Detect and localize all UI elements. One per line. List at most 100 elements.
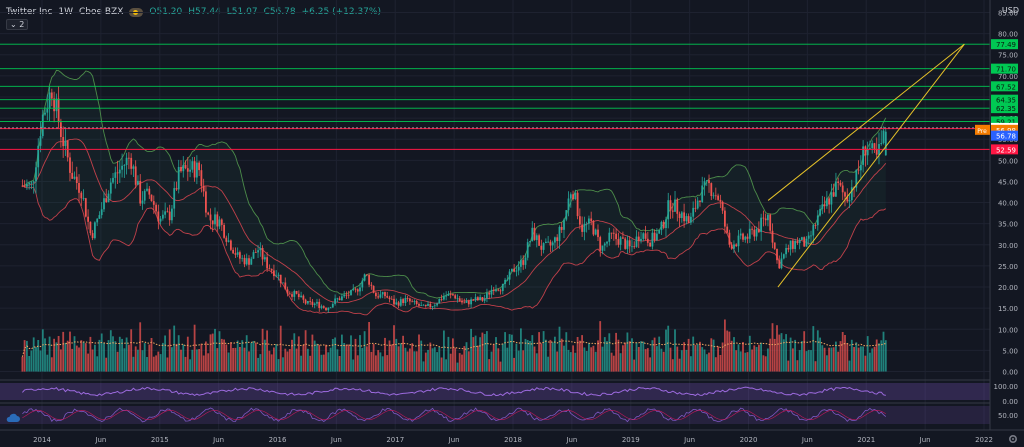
candle-body: [692, 207, 695, 217]
candle-body: [418, 304, 420, 306]
candle-body: [719, 199, 722, 202]
candle-body: [830, 192, 833, 205]
volume-bar: [134, 346, 137, 372]
volume-bar: [440, 357, 443, 372]
candle-body: [506, 279, 509, 281]
volume-bar: [547, 356, 549, 372]
time-tick-label: Jun: [565, 436, 577, 444]
candle-body: [866, 148, 869, 156]
volume-bar: [270, 354, 273, 372]
candle-body: [758, 229, 760, 233]
candle-body: [726, 226, 729, 233]
volume-bar: [254, 342, 257, 372]
candle-body: [361, 280, 364, 288]
volume-bar: [841, 332, 844, 372]
volume-bar: [211, 333, 214, 372]
candle-body: [524, 257, 527, 265]
volume-bar: [708, 352, 710, 372]
fib-level-label: 71.70: [996, 66, 1016, 74]
candle-body: [694, 207, 697, 209]
volume-bar: [284, 348, 287, 372]
candle-body: [241, 257, 244, 259]
candle-body: [309, 301, 312, 302]
volume-bar: [341, 334, 343, 372]
volume-bar: [583, 347, 586, 372]
candle-body: [839, 182, 842, 186]
volume-bar: [678, 358, 681, 372]
candle-body: [646, 238, 649, 243]
volume-bar: [805, 351, 808, 372]
candle-body: [128, 157, 130, 159]
volume-bar: [735, 350, 738, 372]
candle-body: [390, 298, 393, 300]
candle-body: [64, 140, 67, 146]
volume-bar: [773, 338, 776, 372]
candle-body: [637, 236, 640, 241]
volume-bar: [243, 347, 246, 372]
candle-body: [214, 214, 216, 225]
volume-bar: [363, 331, 366, 372]
candle-body: [477, 297, 479, 301]
candle-body: [683, 212, 685, 222]
candle-body: [28, 182, 31, 185]
volume-bar: [329, 347, 332, 372]
candle-body: [680, 212, 683, 218]
candle-body: [198, 162, 200, 171]
candle-body: [359, 287, 361, 292]
volume-bar: [123, 348, 126, 372]
volume-bar: [116, 351, 119, 372]
volume-bar: [780, 333, 783, 372]
volume-bar: [719, 355, 722, 372]
volume-bar: [162, 342, 164, 372]
volume-bar: [465, 342, 468, 372]
candle-body: [429, 303, 432, 308]
candle-body: [105, 198, 108, 203]
candle-body: [653, 232, 656, 241]
price-tick-label: 40.00: [998, 200, 1018, 208]
indicator-legend-toggle[interactable]: ⌄ 2: [6, 19, 29, 30]
volume-bar: [640, 341, 642, 372]
candle-body: [714, 195, 717, 197]
candle-body: [782, 254, 785, 259]
volume-bar: [610, 352, 613, 372]
volume-bar: [311, 334, 314, 372]
volume-bar: [646, 348, 649, 372]
candle-body: [266, 257, 268, 269]
candle-body: [869, 148, 871, 149]
candle-body: [617, 239, 620, 245]
candle-body: [794, 241, 796, 249]
volume-bar: [427, 349, 429, 372]
volume-bar: [96, 356, 99, 372]
candle-body: [211, 220, 214, 225]
volume-bar: [551, 342, 554, 372]
volume-bar: [365, 346, 368, 372]
candle-body: [755, 229, 758, 237]
candle-body: [844, 192, 846, 197]
candle-body: [275, 275, 278, 277]
volume-bar: [146, 357, 148, 372]
settings-gear-icon[interactable]: [1007, 433, 1019, 445]
volume-bar: [433, 347, 436, 372]
volume-bar: [569, 352, 572, 372]
volume-bar: [114, 341, 117, 372]
volume-bar: [728, 331, 731, 372]
candle-body: [202, 185, 205, 192]
time-tick-label: 2019: [622, 436, 640, 444]
candle-body: [801, 237, 803, 240]
candle-body: [87, 216, 89, 222]
fib-level-tag: [991, 116, 1018, 127]
volume-bar: [483, 334, 486, 372]
candle-body: [803, 237, 806, 247]
candle-body: [264, 257, 266, 260]
cloud-icon[interactable]: [5, 413, 21, 423]
candle-body: [764, 218, 767, 221]
volume-bar: [513, 357, 515, 372]
volume-bar: [501, 343, 504, 372]
volume-bar: [232, 348, 234, 372]
candle-body: [440, 299, 443, 300]
candle-body: [223, 225, 225, 238]
volume-bar: [118, 336, 121, 372]
candle-body: [746, 236, 749, 239]
volume-bar: [814, 361, 817, 372]
